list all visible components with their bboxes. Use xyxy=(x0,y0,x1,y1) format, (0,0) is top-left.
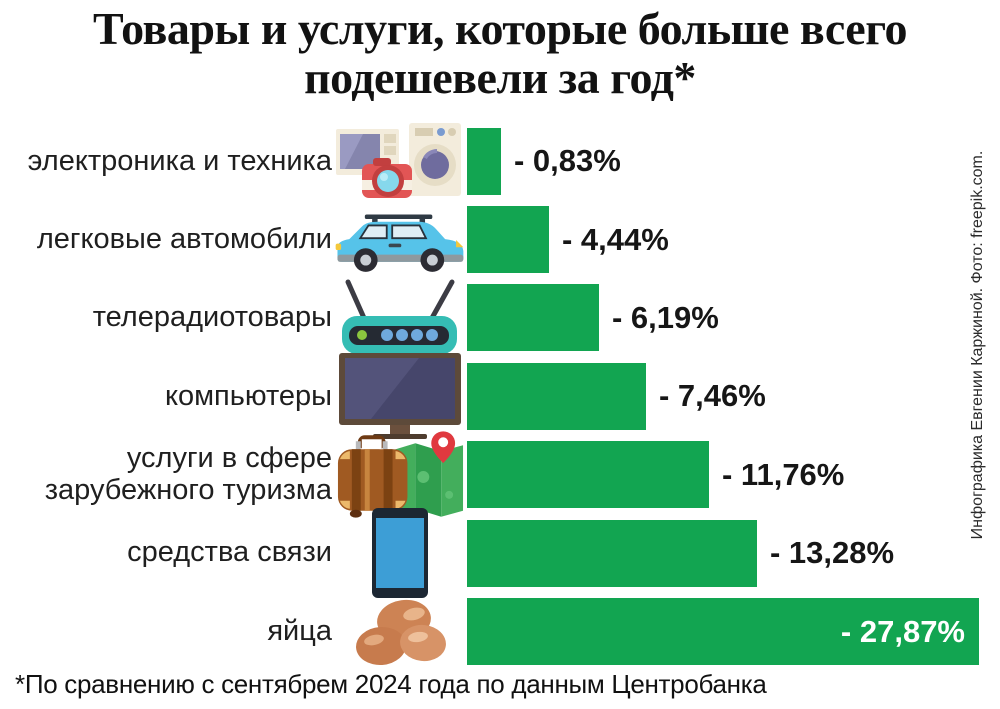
bar xyxy=(467,441,709,509)
row-label: услуги в сфере зарубежного туризма xyxy=(44,442,332,506)
bar xyxy=(467,127,501,195)
chart-row-eggs: яйца - 27,87% xyxy=(0,592,1000,670)
chart-row-tv-radio: телерадиотовары - 6,19% xyxy=(0,279,1000,357)
chart-row-tourism: услуги в сфере зарубежного туризма xyxy=(0,431,1000,518)
value-label: - 0,83% xyxy=(514,143,621,179)
phone-icon xyxy=(371,508,428,599)
bar-chart: электроника и техника xyxy=(0,122,1000,671)
title-line2: подешевели за год* xyxy=(304,52,696,104)
chart-row-computers: компьютеры - 7,46% xyxy=(0,353,1000,440)
value-label: - 11,76% xyxy=(722,456,845,492)
car-icon xyxy=(335,214,464,272)
row-label: яйца xyxy=(267,614,332,647)
bar xyxy=(467,519,757,587)
value-label: - 7,46% xyxy=(659,378,766,414)
value-label: - 27,87% xyxy=(840,613,965,649)
chart-row-electronics: электроника и техника xyxy=(0,122,1000,200)
footnote: *По сравнению с сентябрем 2024 года по д… xyxy=(15,669,767,699)
chart-row-cars: легковые автомобили xyxy=(0,200,1000,278)
bar xyxy=(467,284,599,352)
bar xyxy=(467,362,646,430)
page-title: Товары и услуги, которые больше всего по… xyxy=(0,3,1000,104)
row-label: электроника и техника xyxy=(27,144,332,177)
row-label: телерадиотовары xyxy=(92,301,332,334)
travel-icon xyxy=(337,431,464,518)
chart-row-communication: средства связи - 13,28% xyxy=(0,508,1000,599)
eggs-icon xyxy=(355,599,446,665)
row-label: легковые автомобили xyxy=(36,222,332,255)
electronics-icon xyxy=(335,123,461,199)
row-label: компьютеры xyxy=(164,379,332,412)
bar xyxy=(467,206,549,274)
bar: - 27,87% xyxy=(467,598,979,666)
value-label: - 13,28% xyxy=(770,535,895,571)
value-label: - 4,44% xyxy=(562,221,669,257)
row-label: средства связи xyxy=(127,536,332,569)
title-line1: Товары и услуги, которые больше всего xyxy=(93,3,907,54)
router-icon xyxy=(342,279,457,354)
computer-icon xyxy=(338,353,461,440)
credit-text: Инфографика Евгении Каржиной. Фото: free… xyxy=(969,150,986,540)
value-label: - 6,19% xyxy=(612,299,719,335)
